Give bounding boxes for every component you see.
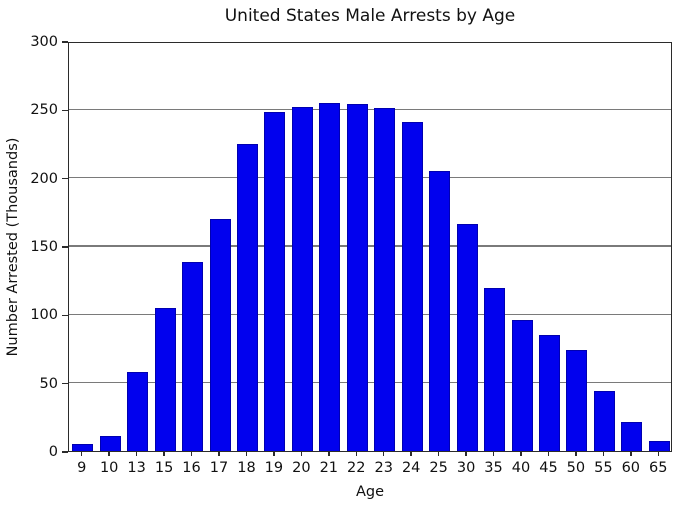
x-tick-mark — [575, 452, 577, 456]
x-tick-label: 10 — [99, 460, 119, 476]
x-tick-mark — [218, 452, 220, 456]
bar — [291, 106, 313, 451]
x-tick-mark — [80, 452, 83, 456]
y-tick-label: 300 — [30, 34, 58, 50]
x-tick-label: 22 — [347, 460, 366, 476]
bar — [154, 307, 176, 451]
x-axis-label: Age — [355, 484, 385, 500]
x-tick-mark — [108, 452, 110, 456]
y-tick-label: 150 — [30, 239, 58, 255]
y-tick-label: 100 — [30, 307, 58, 324]
bar — [401, 121, 423, 451]
x-tick-label: 35 — [484, 460, 503, 476]
bar — [236, 143, 258, 451]
bar — [593, 390, 615, 451]
x-tick-label: 9 — [77, 460, 87, 476]
bar — [566, 349, 588, 451]
bar — [99, 435, 121, 451]
bar — [621, 422, 643, 451]
bar — [429, 170, 451, 451]
bar — [456, 224, 478, 451]
x-tick-mark — [492, 452, 495, 456]
bar — [484, 288, 506, 451]
bar — [648, 441, 670, 451]
y-tick-mark — [62, 41, 68, 43]
chart-title: United States Male Arrests by Age — [224, 6, 516, 26]
x-tick-mark — [630, 452, 632, 456]
bar — [538, 334, 560, 451]
y-tick-mark — [62, 177, 68, 180]
y-tick-mark — [62, 246, 68, 248]
x-tick-mark — [245, 452, 248, 456]
bar — [72, 444, 94, 451]
x-tick-mark — [355, 452, 358, 456]
plot-area — [68, 42, 672, 452]
bar — [182, 262, 204, 451]
x-tick-mark — [273, 452, 275, 456]
x-tick-label: 30 — [456, 460, 476, 476]
x-tick-label: 17 — [209, 460, 229, 476]
x-tick-mark — [520, 452, 522, 456]
y-tick-mark — [62, 451, 68, 453]
y-tick-label: 200 — [30, 170, 58, 187]
y-tick-label: 0 — [48, 444, 58, 460]
bar — [127, 371, 149, 451]
bar — [346, 103, 368, 451]
x-tick-label: 65 — [649, 460, 668, 476]
x-tick-label: 24 — [401, 460, 421, 476]
bar — [264, 112, 286, 451]
x-tick-mark — [547, 452, 550, 456]
x-tick-label: 18 — [237, 460, 256, 476]
x-tick-label: 16 — [182, 460, 201, 476]
y-tick-mark — [62, 109, 68, 112]
x-tick-mark — [328, 452, 330, 456]
x-tick-label: 23 — [374, 460, 393, 476]
gridline — [69, 176, 671, 179]
gridline — [69, 381, 671, 384]
x-tick-mark — [300, 452, 303, 456]
gridline — [69, 245, 671, 247]
bar — [511, 319, 533, 451]
x-tick-label: 60 — [621, 460, 641, 476]
x-tick-label: 50 — [566, 460, 586, 476]
gridline — [69, 313, 671, 316]
x-tick-mark — [135, 452, 138, 456]
x-tick-mark — [657, 452, 660, 456]
bar — [374, 107, 396, 451]
bar — [209, 218, 231, 451]
x-tick-mark — [602, 452, 605, 456]
x-tick-mark — [437, 452, 440, 456]
x-tick-label: 20 — [292, 460, 311, 476]
x-tick-mark — [465, 452, 467, 456]
y-tick-label: 250 — [30, 102, 58, 119]
x-tick-label: 55 — [594, 460, 613, 476]
y-tick-mark — [62, 382, 68, 385]
x-tick-mark — [410, 452, 412, 456]
x-tick-label: 45 — [539, 460, 558, 476]
bar — [319, 102, 341, 451]
gridline — [69, 108, 671, 111]
x-tick-label: 25 — [429, 460, 448, 476]
x-tick-label: 13 — [127, 460, 146, 476]
x-tick-label: 19 — [264, 460, 284, 476]
x-tick-mark — [382, 452, 385, 456]
x-tick-mark — [163, 452, 165, 456]
x-tick-label: 15 — [154, 460, 174, 476]
y-tick-label: 50 — [39, 375, 58, 392]
x-tick-label: 21 — [319, 460, 339, 476]
x-tick-mark — [190, 452, 193, 456]
y-tick-mark — [62, 314, 68, 317]
x-tick-label: 40 — [511, 460, 531, 476]
